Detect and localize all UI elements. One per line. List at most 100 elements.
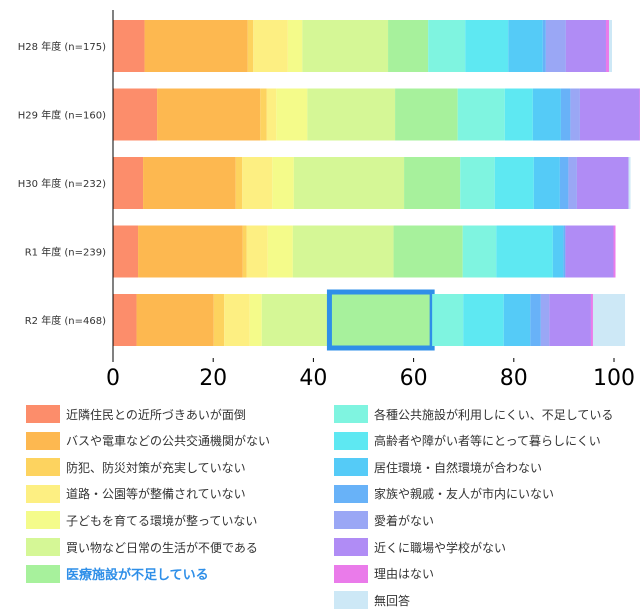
bar-segment xyxy=(549,294,591,346)
bar-segment xyxy=(465,20,509,72)
legend-label: 居住環境・自然環境が合わない xyxy=(374,460,543,475)
bar-segment xyxy=(530,294,541,346)
bar-segment xyxy=(113,225,139,278)
bar-segment xyxy=(253,20,288,72)
legend-item: 居住環境・自然環境が合わない xyxy=(334,457,542,477)
x-tick-label: 80 xyxy=(500,366,528,391)
bar-segment xyxy=(329,294,433,346)
legend-label: 防犯、防災対策が充実していない xyxy=(66,460,246,475)
bar-segment xyxy=(494,157,534,209)
legend-item: 買い物など日常の生活が不便である xyxy=(26,537,258,557)
legend-item: 高齢者や障がい者等にとって暮らしにくい xyxy=(334,431,601,451)
legend-item: 愛着がない xyxy=(334,510,434,530)
bar-segment xyxy=(568,157,577,209)
bar-segment xyxy=(428,20,466,72)
legend-label: 高齢者や障がい者等にとって暮らしにくい xyxy=(374,434,601,449)
x-tick-label: 0 xyxy=(106,366,120,391)
legend-label: 各種公共施設が利用しにくい、不足している xyxy=(374,407,614,422)
bar-segment xyxy=(235,157,243,209)
legend-label: 道路・公園等が整備されていない xyxy=(66,487,246,502)
bar-segment xyxy=(287,20,303,72)
legend-swatch xyxy=(26,458,60,477)
bar-segment xyxy=(559,157,569,209)
bar-segment xyxy=(532,88,561,141)
legend-swatch xyxy=(26,511,60,530)
bar-segment xyxy=(628,157,631,209)
bar-segment xyxy=(457,88,505,141)
bar-segment xyxy=(395,88,458,141)
legend-item: 子どもを育てる環境が整っていない xyxy=(26,510,257,530)
x-tick-label: 20 xyxy=(199,366,227,391)
legend-label: 近くに職場や学校がない xyxy=(374,540,507,555)
legend-label: 無回答 xyxy=(374,593,411,608)
stacked-bar-chart: H28 年度 (n=175) H29 年度 (n=160) H30 年度 (n=23… xyxy=(18,10,640,391)
bar-segment xyxy=(113,88,158,141)
legend-item: 各種公共施設が利用しにくい、不足している xyxy=(334,404,613,424)
bar-segment xyxy=(462,225,497,278)
bar-segment xyxy=(552,225,564,278)
legend-item: バスや電車などの公共交通機関がない xyxy=(26,431,270,451)
bar-segment xyxy=(605,20,609,72)
legend-swatch xyxy=(26,431,60,450)
bar-segment xyxy=(302,20,389,72)
bar-segment xyxy=(224,294,250,346)
bar-segment xyxy=(565,225,614,278)
bar-segment xyxy=(249,294,262,346)
bar-segment xyxy=(272,157,294,209)
bar-segment xyxy=(113,294,137,346)
category-label: R1 年度 (n=239) xyxy=(25,246,106,259)
bar-segment xyxy=(576,157,629,209)
bar-segment xyxy=(143,157,236,209)
bar-segment xyxy=(565,20,606,72)
bar-segment xyxy=(144,20,248,72)
bar-segment xyxy=(242,157,273,209)
bar-segment xyxy=(136,294,214,346)
legend-swatch xyxy=(334,458,368,477)
bar-segment xyxy=(508,20,543,72)
bar-segment xyxy=(113,20,145,72)
category-label: H29 年度 (n=160) xyxy=(18,109,106,122)
bar-segment xyxy=(460,157,495,209)
legend-label: 愛着がない xyxy=(374,513,435,528)
legend-item: 無回答 xyxy=(334,590,410,610)
legend-swatch xyxy=(334,564,368,583)
x-tick-label: 40 xyxy=(299,366,327,391)
bar-segment xyxy=(545,20,566,72)
bar-segment xyxy=(157,88,261,141)
legend-item: 近くに職場や学校がない xyxy=(334,537,506,557)
bar-segment xyxy=(388,20,429,72)
legend-swatch xyxy=(334,511,368,530)
bar-segment xyxy=(570,88,580,141)
bar-segment xyxy=(563,225,566,278)
legend-label: 理由はない xyxy=(374,567,435,582)
bar-segment xyxy=(540,294,550,346)
legend-swatch xyxy=(26,538,60,556)
bar-segment xyxy=(292,225,394,278)
legend-swatch xyxy=(334,405,368,423)
bar-segment xyxy=(247,20,254,72)
bar-segment xyxy=(293,157,405,209)
legend-item: 近隣住民との近所づきあいが面倒 xyxy=(26,404,246,424)
legend-item: 防犯、防災対策が充実していない xyxy=(26,457,246,477)
category-label: H30 年度 (n=232) xyxy=(18,177,106,190)
bar-segment xyxy=(592,294,626,346)
bar-segment xyxy=(590,294,593,346)
category-label: R2 年度 (n=468) xyxy=(25,314,106,327)
legend-item: 理由はない xyxy=(334,564,434,584)
legend-label: 買い物など日常の生活が不便である xyxy=(66,540,258,555)
legend-label: 近隣住民との近所づきあいが面倒 xyxy=(66,407,246,422)
bar-segment xyxy=(613,225,616,278)
bar-segment xyxy=(533,157,560,209)
legend-swatch xyxy=(334,431,368,450)
bar-segment xyxy=(246,225,268,278)
bar-segment xyxy=(393,225,463,278)
legend-item: 医療施設が不足している xyxy=(26,564,209,584)
bar-segment xyxy=(261,294,330,346)
bar-segment xyxy=(560,88,571,141)
bar-segment xyxy=(432,294,464,346)
bar-segment xyxy=(266,88,277,141)
legend-item: 道路・公園等が整備されていない xyxy=(26,484,246,504)
bar-segment xyxy=(608,20,612,72)
bar-segment xyxy=(542,20,546,72)
legend-label: 家族や親戚・友人が市内にいない xyxy=(374,487,555,502)
